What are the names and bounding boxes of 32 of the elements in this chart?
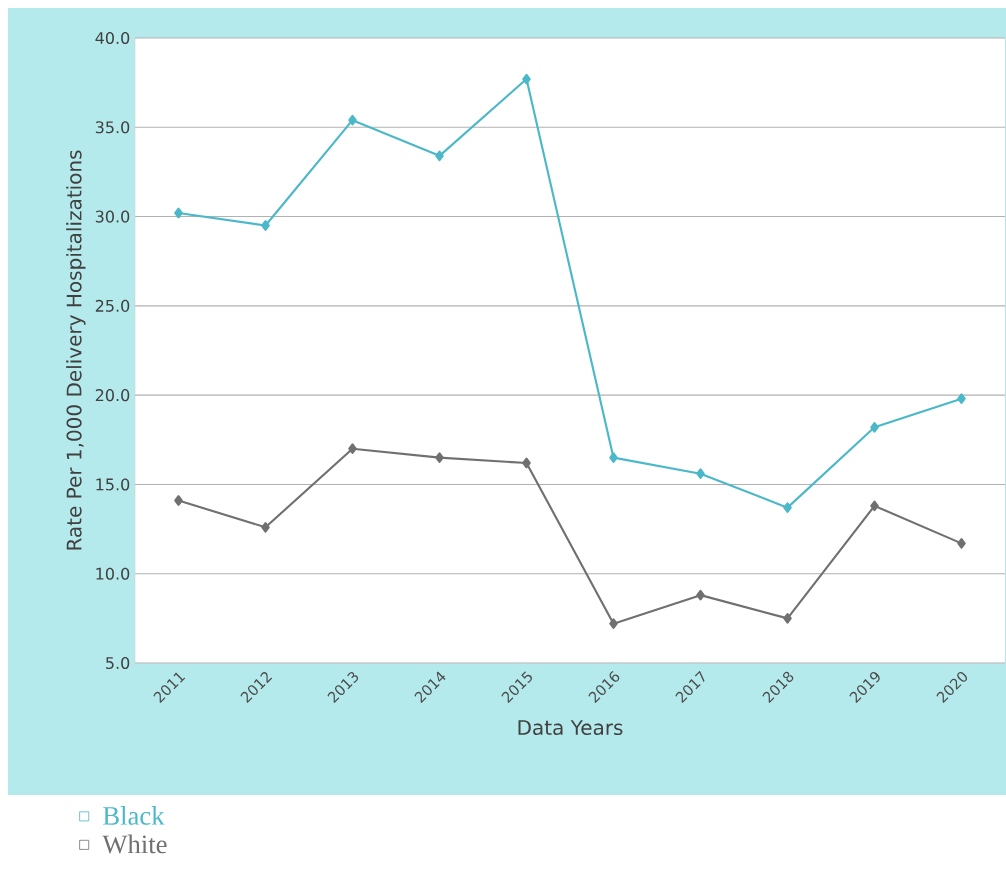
- point: [696, 589, 705, 601]
- x-axis-title: Data Years: [518, 720, 623, 736]
- y-tick-label: 35.0: [95, 121, 130, 134]
- legend-label: White: [102, 834, 167, 854]
- point: [522, 457, 531, 469]
- point: [348, 114, 357, 126]
- y-tick-label: 25.0: [95, 299, 130, 312]
- point: [522, 73, 531, 85]
- point: [957, 538, 966, 549]
- point: [696, 468, 705, 480]
- point: [870, 421, 879, 433]
- point: [609, 618, 618, 630]
- y-axis-title: Rate Per 1,000 Delivery Hospitalizations: [66, 150, 86, 550]
- point: [261, 220, 270, 231]
- point: [435, 452, 444, 463]
- y-tick-label: 20.0: [95, 389, 130, 402]
- point: [435, 150, 444, 162]
- point: [957, 393, 966, 405]
- y-tick-label: 10.0: [96, 567, 130, 580]
- y-tick-label: 40.0: [95, 31, 130, 45]
- point: [261, 521, 270, 533]
- y-tick-label: 15.0: [96, 478, 130, 491]
- point: [609, 452, 618, 463]
- y-tick-label: 5.0: [106, 656, 130, 670]
- point: [174, 207, 183, 219]
- point: [783, 502, 792, 513]
- point: [174, 495, 183, 506]
- point: [870, 500, 879, 512]
- legend-label: Black: [103, 806, 165, 825]
- y-tick-label: 30.0: [95, 210, 130, 223]
- point: [348, 443, 357, 455]
- point: [783, 613, 792, 624]
